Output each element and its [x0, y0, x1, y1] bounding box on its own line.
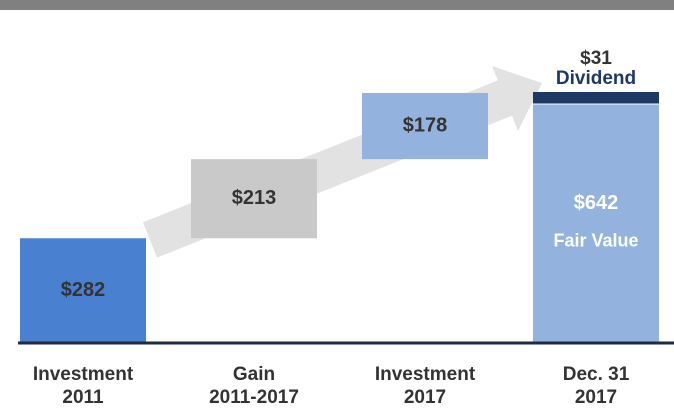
- bar: [191, 159, 317, 239]
- x-tick-label: 2017: [575, 387, 617, 408]
- bar: [20, 238, 146, 343]
- x-tick-label: Investment: [375, 364, 476, 385]
- x-tick-label: 2017: [404, 387, 446, 408]
- value-label: $642: [574, 192, 619, 214]
- flow-arrow-head: [492, 66, 542, 131]
- x-tick-label: Gain: [233, 364, 275, 385]
- bar: [362, 93, 488, 160]
- dividend-value-label: $31: [580, 48, 612, 69]
- bar: [533, 104, 659, 344]
- x-tick-label: Investment: [33, 364, 134, 385]
- value-label: $282: [61, 279, 106, 301]
- total-label: Fair Value: [553, 231, 638, 251]
- x-tick-label: 2011: [62, 387, 104, 408]
- value-label: $178: [403, 114, 448, 136]
- dividend-label: Dividend: [556, 68, 636, 89]
- dividend-bar: [533, 92, 659, 104]
- x-tick-label: 2011-2017: [209, 387, 299, 408]
- x-tick-label: Dec. 31: [563, 364, 630, 385]
- value-label: $213: [232, 187, 277, 209]
- header-bar: [0, 0, 674, 10]
